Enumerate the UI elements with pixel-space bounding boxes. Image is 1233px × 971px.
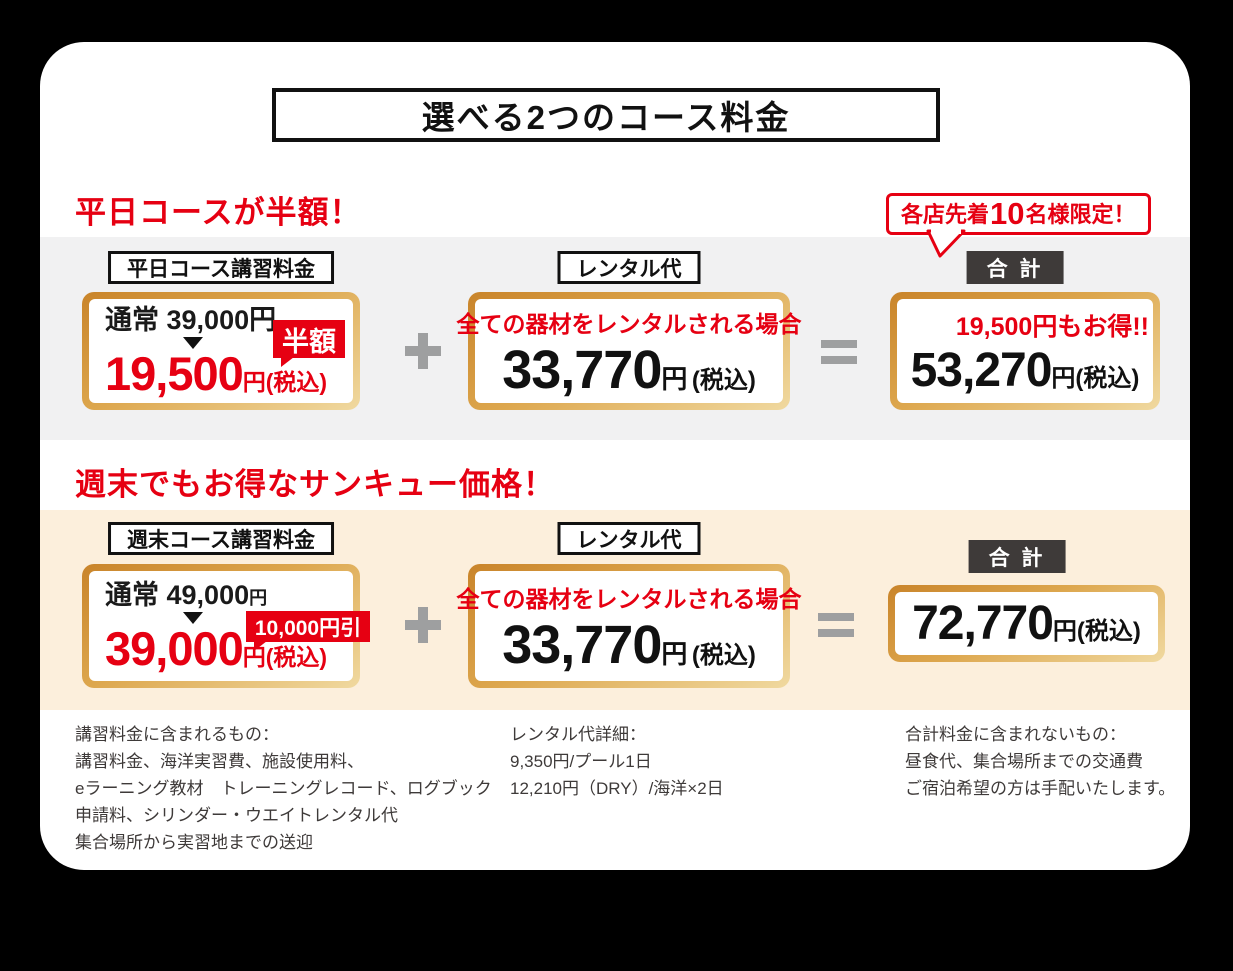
- rental-price-unit: 円: [661, 364, 688, 394]
- weekend-sale-price: 39,000円(税込): [105, 625, 327, 672]
- rental-price-tax: (税込): [691, 367, 756, 394]
- weekend-course-box: 通常 49,000円 39,000円(税込) 10,000円引: [82, 564, 370, 688]
- limited-badge-suffix: 名様限定！: [1025, 202, 1136, 227]
- weekday-course-box: 通常 39,000円 19,500円(税込) 半額: [82, 292, 360, 410]
- plus-icon: [405, 333, 441, 369]
- half-price-badge: 半額: [273, 320, 345, 367]
- rental-price-value: 33,770: [502, 615, 662, 675]
- weekday-total-price: 53,270円(税込): [911, 347, 1140, 395]
- pricing-card: 選べる2つのコース料金 平日コースが半額！ 各店先着 10 名様限定！ 平日コー…: [40, 42, 1190, 870]
- footnote-line: 9,350円/プール1日: [510, 752, 652, 771]
- rental-price-value: 33,770: [502, 340, 662, 400]
- speech-bubble-tail-icon: [926, 229, 966, 258]
- footnote-line: 申請料、シリンダー・ウエイトレンタル代: [75, 806, 398, 825]
- normal-label: 通常: [105, 579, 159, 610]
- page-title: 選べる2つのコース料金: [421, 99, 791, 136]
- footnote-line: 合計料金に含まれないもの：: [905, 725, 1126, 744]
- equals-icon: [821, 340, 857, 364]
- weekend-total-price: 72,770円(税込): [912, 596, 1141, 650]
- weekend-rental-tag: レンタル代: [557, 522, 701, 555]
- weekday-rental-box-inner: 全ての器材をレンタルされる場合 33,770円 (税込): [457, 299, 802, 403]
- footnote-total-excludes: 合計料金に含まれないもの： 昼食代、集合場所までの交通費 ご宿泊希望の方は手配い…: [905, 721, 1175, 802]
- weekend-rental-price: 33,770円 (税込): [502, 618, 756, 672]
- limited-offer-badge: 各店先着 10 名様限定！: [886, 193, 1151, 258]
- sale-price-unit: 円(税込): [242, 369, 328, 396]
- weekend-total-box: 72,770円(税込): [888, 585, 1165, 662]
- weekday-sale-price: 19,500円(税込): [105, 350, 327, 397]
- weekday-band: 平日コース講習料金 レンタル代 合 計 通常 39,000円 19,500円(税…: [40, 237, 1190, 440]
- weekend-band: 週末コース講習料金 レンタル代 合 計 通常 49,000円 39,000円(税…: [40, 510, 1190, 710]
- rental-caption: 全ての器材をレンタルされる場合: [456, 586, 802, 612]
- footnote-line: 昼食代、集合場所までの交通費: [905, 752, 1143, 771]
- sale-price-value: 39,000: [105, 622, 244, 676]
- savings-note: 19,500円もお得!!: [955, 313, 1149, 341]
- page-title-box: 選べる2つのコース料金: [272, 88, 940, 142]
- total-price-value: 53,270: [910, 344, 1053, 397]
- weekday-rental-box: 全ての器材をレンタルされる場合 33,770円 (税込): [457, 292, 802, 410]
- footnote-line: 12,210円（DRY）/海洋×2日: [510, 779, 724, 798]
- weekday-section-header: 平日コースが半額！: [75, 195, 362, 230]
- footnote-line: 講習料金、海洋実習費、施設使用料、: [75, 752, 364, 771]
- limited-badge-prefix: 各店先着: [901, 202, 990, 227]
- normal-label: 通常: [105, 304, 159, 335]
- weekday-normal-price: 通常 39,000円: [105, 305, 276, 336]
- rental-price-tax: (税込): [691, 642, 756, 669]
- rental-price-unit: 円: [661, 639, 688, 669]
- footnote-line: 講習料金に含まれるもの：: [75, 725, 279, 744]
- weekend-total-tag: 合 計: [968, 540, 1066, 573]
- weekday-course-tag: 平日コース講習料金: [108, 251, 334, 284]
- sale-price-unit: 円(税込): [242, 644, 328, 671]
- footnote-rental-details: レンタル代詳細： 9,350円/プール1日 12,210円（DRY）/海洋×2日: [510, 721, 724, 802]
- weekday-total-box: 19,500円もお得!! 53,270円(税込): [890, 292, 1160, 410]
- footnote-course-includes: 講習料金に含まれるもの： 講習料金、海洋実習費、施設使用料、 eラーニング教材 …: [75, 721, 492, 856]
- weekend-normal-price: 通常 49,000円: [105, 580, 267, 611]
- rental-caption: 全ての器材をレンタルされる場合: [456, 311, 802, 337]
- limited-badge-number: 10: [990, 195, 1025, 231]
- total-price-unit: 円(税込): [1051, 365, 1140, 392]
- weekday-total-tag: 合 計: [966, 251, 1064, 284]
- weekday-total-box-inner: 19,500円もお得!! 53,270円(税込): [897, 299, 1153, 403]
- weekday-course-box-inner: 通常 39,000円 19,500円(税込): [89, 299, 353, 403]
- plus-icon: [405, 607, 441, 643]
- equals-icon: [818, 613, 854, 637]
- weekend-rental-box: 全ての器材をレンタルされる場合 33,770円 (税込): [457, 564, 802, 688]
- footnote-line: eラーニング教材 トレーニングレコード、ログブック: [75, 779, 492, 798]
- footnote-line: レンタル代詳細：: [510, 725, 646, 744]
- normal-price-value: 49,000: [166, 579, 250, 610]
- footnote-line: 集合場所から実習地までの送迎: [75, 833, 313, 852]
- weekday-rental-tag: レンタル代: [557, 251, 701, 284]
- weekend-total-box-inner: 72,770円(税込): [895, 592, 1158, 655]
- normal-price-unit: 円: [249, 587, 268, 608]
- normal-price-value: 39,000: [166, 304, 250, 335]
- weekend-section-header: 週末でもお得なサンキュー価格！: [75, 467, 555, 502]
- total-price-unit: 円(税込): [1052, 617, 1141, 645]
- down-arrow-icon: [183, 337, 203, 350]
- sale-price-value: 19,500: [105, 347, 244, 401]
- normal-price-unit: 円: [249, 304, 277, 335]
- weekend-course-tag: 週末コース講習料金: [108, 522, 334, 555]
- weekend-rental-box-inner: 全ての器材をレンタルされる場合 33,770円 (税込): [457, 571, 802, 681]
- total-price-value: 72,770: [912, 596, 1054, 650]
- discount-amount-badge: 10,000円引: [246, 611, 370, 651]
- weekday-rental-price: 33,770円 (税込): [502, 343, 756, 397]
- down-arrow-icon: [183, 612, 203, 625]
- footnote-line: ご宿泊希望の方は手配いたします。: [905, 779, 1176, 798]
